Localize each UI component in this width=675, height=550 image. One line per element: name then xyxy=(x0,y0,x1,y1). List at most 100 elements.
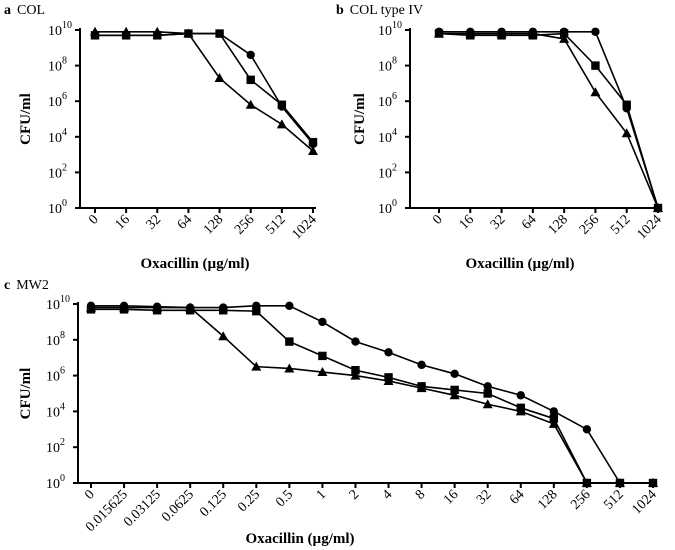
data-point-triangle xyxy=(614,478,625,487)
data-point-triangle xyxy=(496,28,507,38)
x-tick-label: 1024 xyxy=(629,487,659,517)
y-tick-base: 10 xyxy=(378,166,392,181)
data-point-circle xyxy=(246,50,255,60)
y-axis-label: CFU/ml xyxy=(18,93,34,145)
data-point-triangle xyxy=(152,26,163,36)
pad: 0 xyxy=(65,330,70,341)
data-point-circle xyxy=(417,360,426,370)
y-tick-exponent: 4 xyxy=(60,401,65,412)
y-tick-base: 10 xyxy=(48,60,62,75)
x-tick-label: 256 xyxy=(568,487,593,512)
data-point-triangle xyxy=(465,28,476,38)
y-tick-exponent: 4 xyxy=(62,127,67,138)
data-point-square xyxy=(308,137,318,147)
series-line-triangle xyxy=(91,306,653,484)
y-axis-label: CFU/ml xyxy=(18,368,34,420)
pad: 0 xyxy=(65,473,70,484)
data-point-square xyxy=(351,366,360,375)
data-point-square xyxy=(622,100,631,109)
pad: 0 xyxy=(67,56,72,67)
y-tick-base: 10 xyxy=(46,298,60,313)
data-point-square xyxy=(450,385,459,395)
y-tick-label: 1040 xyxy=(48,127,72,146)
y-tick-base: 10 xyxy=(46,405,60,420)
y-tick-base: 10 xyxy=(378,24,392,39)
x-axis-label: Oxacillin (µg/ml) xyxy=(245,531,354,547)
pad: 0 xyxy=(397,127,402,138)
data-point-triangle xyxy=(218,331,229,341)
data-point-square xyxy=(549,414,559,423)
series-line-triangle xyxy=(439,32,659,209)
data-point-circle xyxy=(516,391,525,400)
series-line-circle xyxy=(91,304,653,484)
y-tick-base: 10 xyxy=(48,166,62,181)
y-tick-label: 1020 xyxy=(378,162,402,181)
data-point-triangle xyxy=(482,399,493,409)
y-tick-base: 10 xyxy=(378,60,392,75)
y-tick-base: 10 xyxy=(378,131,392,146)
series-line-square xyxy=(91,308,653,484)
data-point-square xyxy=(215,29,224,38)
data-point-triangle xyxy=(245,99,256,109)
x-tick-label: 4 xyxy=(380,487,396,503)
x-tick-label: 1024 xyxy=(634,212,664,242)
panel-title-text: MW2 xyxy=(16,278,49,293)
data-point-triangle xyxy=(434,28,444,38)
data-point-circle xyxy=(549,407,559,416)
data-point-circle xyxy=(591,27,600,36)
y-tick-exponent: 8 xyxy=(60,330,65,341)
data-point-square xyxy=(252,306,261,316)
y-tick-label: 1080 xyxy=(378,56,402,75)
data-point-triangle xyxy=(527,28,538,38)
data-point-square xyxy=(318,351,327,361)
panel-c: c MW210001020104010601080101000.0156250.0… xyxy=(4,278,660,547)
data-point-triangle xyxy=(317,367,328,377)
x-tick-label: 0.125 xyxy=(197,487,230,520)
y-tick-label: 1040 xyxy=(46,401,70,420)
data-point-triangle xyxy=(90,26,100,36)
data-point-triangle xyxy=(214,73,225,83)
panel-letter: c xyxy=(4,278,10,293)
data-point-circle xyxy=(351,337,360,346)
pad: 0 xyxy=(67,198,72,209)
x-tick-label: 64 xyxy=(175,212,196,233)
data-point-triangle xyxy=(449,390,460,400)
y-tick-exponent: 8 xyxy=(62,56,67,67)
y-tick-label: 1000 xyxy=(378,198,402,217)
x-axis-label: Oxacillin (µg/ml) xyxy=(140,256,249,272)
panel-title: b COL type IV xyxy=(336,3,423,18)
panel-title: a COL xyxy=(4,3,45,18)
pad: 0 xyxy=(67,91,72,102)
pad: 0 xyxy=(65,366,70,377)
y-tick-exponent: 2 xyxy=(60,437,65,448)
series-line-circle xyxy=(439,30,659,209)
pad: 0 xyxy=(65,401,70,412)
data-point-square xyxy=(285,337,294,346)
x-tick-label: 0 xyxy=(86,212,102,228)
y-tick-base: 10 xyxy=(48,24,62,39)
data-point-square xyxy=(483,389,492,398)
y-tick-label: 1020 xyxy=(46,437,70,456)
data-point-triangle xyxy=(383,375,394,385)
data-point-triangle xyxy=(185,302,196,312)
y-tick-label: 1060 xyxy=(46,366,70,385)
y-tick-label: 1060 xyxy=(378,91,402,110)
data-point-square xyxy=(559,29,569,38)
data-point-triangle xyxy=(251,361,262,371)
x-tick-label: 512 xyxy=(608,212,633,237)
y-tick-exponent: 4 xyxy=(392,127,397,138)
panel-letter: b xyxy=(336,3,344,18)
x-tick-label: 0.25 xyxy=(235,487,263,515)
x-tick-label: 256 xyxy=(577,212,602,237)
panel-title: c MW2 xyxy=(4,278,49,293)
panel-title-text: COL type IV xyxy=(350,3,423,18)
y-tick-exponent: 0 xyxy=(392,198,397,209)
data-point-triangle xyxy=(653,203,663,212)
data-point-triangle xyxy=(590,87,601,97)
data-point-triangle xyxy=(121,26,132,36)
x-tick-label: 0.5 xyxy=(273,487,296,510)
x-tick-label: 8 xyxy=(413,487,429,503)
x-tick-label: 64 xyxy=(519,212,540,233)
data-point-triangle xyxy=(276,119,287,129)
